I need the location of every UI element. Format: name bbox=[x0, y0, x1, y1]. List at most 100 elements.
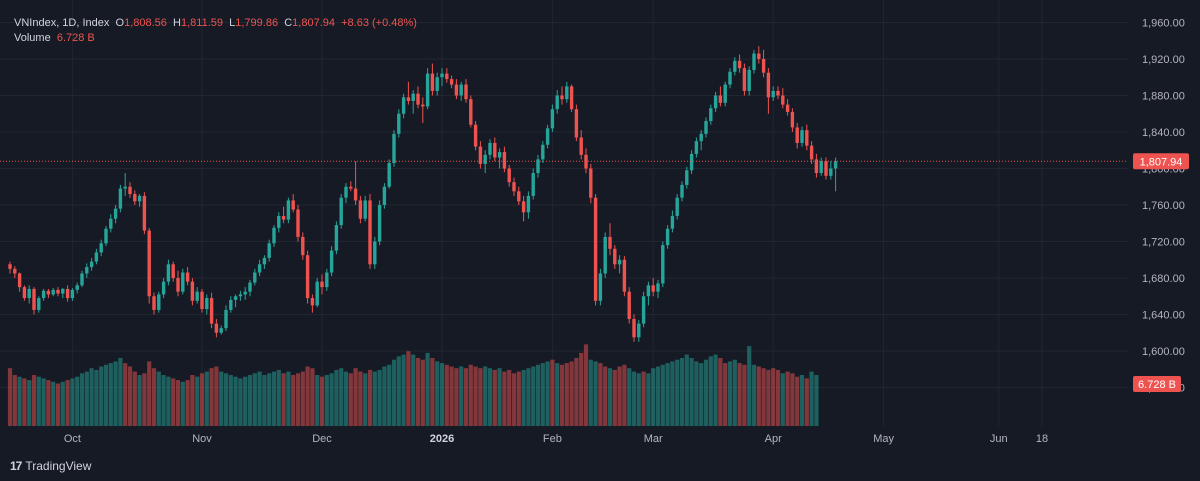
volume-bar bbox=[281, 373, 286, 426]
candle bbox=[507, 168, 511, 183]
volume-bar bbox=[185, 380, 190, 426]
candle bbox=[541, 144, 545, 160]
volume-bar bbox=[209, 368, 214, 426]
volume-bar bbox=[732, 359, 737, 426]
volume-bar bbox=[223, 373, 229, 426]
volume-bar bbox=[775, 369, 781, 426]
candle bbox=[440, 73, 444, 78]
candle bbox=[656, 283, 660, 292]
candle bbox=[118, 188, 123, 209]
volume-bar bbox=[27, 380, 32, 426]
candle bbox=[737, 60, 742, 69]
y-tick-label: 1,680.00 bbox=[1142, 273, 1185, 285]
volume-bar bbox=[449, 366, 454, 426]
volume-bar bbox=[55, 383, 61, 426]
volume-bar bbox=[334, 369, 339, 426]
candle bbox=[670, 215, 675, 229]
volume-bar bbox=[435, 361, 440, 426]
volume-bar bbox=[684, 354, 689, 426]
volume-bar bbox=[36, 376, 41, 426]
high-label: H bbox=[173, 17, 181, 29]
candle bbox=[99, 243, 103, 253]
volume-bar bbox=[7, 368, 13, 426]
candle bbox=[569, 86, 574, 110]
last-price-badge bbox=[1133, 153, 1189, 170]
volume-bar bbox=[219, 371, 224, 426]
volume-bar bbox=[276, 369, 281, 426]
candle bbox=[46, 290, 51, 295]
volume-bar bbox=[89, 368, 94, 426]
volume-bar bbox=[363, 373, 368, 426]
last-volume-badge-text: 6.728 B bbox=[1138, 379, 1176, 391]
candle bbox=[320, 281, 324, 288]
volume-bar bbox=[396, 356, 401, 426]
candle bbox=[94, 252, 99, 262]
volume-bar bbox=[315, 375, 320, 426]
volume-bar bbox=[785, 371, 790, 426]
volume-series bbox=[7, 344, 819, 426]
close-value: 1,807.94 bbox=[292, 17, 335, 29]
volume-bar bbox=[627, 368, 632, 426]
symbol-label[interactable]: VNIndex, 1D, Index bbox=[14, 17, 110, 29]
volume-bar bbox=[545, 361, 550, 426]
volume-bar bbox=[550, 359, 555, 426]
time-axis[interactable]: Oct Nov Dec 2026 Feb Mar Apr May Jun 18 bbox=[64, 433, 1048, 445]
volume-bar bbox=[723, 363, 728, 426]
volume-bar bbox=[262, 375, 267, 426]
volume-bar bbox=[113, 361, 118, 426]
volume-bar bbox=[324, 375, 329, 426]
volume-bar bbox=[171, 378, 176, 426]
candle bbox=[521, 201, 526, 213]
candle bbox=[113, 208, 118, 219]
candle bbox=[137, 195, 142, 202]
volume-bar bbox=[502, 371, 507, 426]
volume-bar bbox=[387, 364, 392, 426]
candle bbox=[531, 173, 535, 196]
volume-bar bbox=[439, 363, 445, 426]
candle bbox=[305, 255, 310, 299]
volume-label[interactable]: Volume bbox=[14, 32, 51, 44]
volume-bar bbox=[295, 373, 301, 426]
candle bbox=[89, 261, 94, 268]
tradingview-logo[interactable]: 17 TradingView bbox=[10, 459, 91, 473]
candle bbox=[200, 291, 204, 310]
candle bbox=[565, 86, 569, 100]
volume-bar bbox=[531, 366, 536, 426]
candle bbox=[109, 218, 113, 229]
y-tick-label: 1,960.00 bbox=[1142, 18, 1185, 30]
volume-bar bbox=[780, 373, 785, 426]
candle bbox=[781, 95, 785, 105]
candle bbox=[824, 161, 828, 176]
volume-bar bbox=[655, 366, 661, 426]
candle bbox=[70, 289, 75, 299]
candle bbox=[267, 243, 271, 258]
volume-bar bbox=[377, 369, 382, 426]
candle bbox=[157, 294, 161, 310]
price-axis[interactable]: 1,960.001,920.001,880.001,840.001,800.00… bbox=[1128, 0, 1200, 481]
volume-bar bbox=[651, 368, 656, 426]
candle bbox=[829, 168, 833, 176]
candle bbox=[382, 186, 387, 205]
low-value: 1,799.86 bbox=[235, 17, 279, 29]
candle bbox=[512, 182, 516, 192]
volume-bar bbox=[46, 380, 51, 426]
volume-bar bbox=[425, 352, 430, 426]
volume-bar bbox=[742, 364, 747, 426]
volume-bar bbox=[646, 373, 651, 426]
volume-bar bbox=[718, 358, 723, 426]
candle bbox=[425, 73, 430, 107]
volume-bar bbox=[617, 366, 622, 426]
candle bbox=[617, 259, 622, 265]
candle bbox=[718, 95, 723, 103]
volume-bar bbox=[492, 369, 497, 426]
volume-bar bbox=[665, 363, 670, 426]
x-tick-label: Apr bbox=[765, 433, 782, 445]
volume-bar bbox=[286, 371, 291, 426]
volume-bar bbox=[703, 359, 709, 426]
volume-bar bbox=[300, 371, 305, 426]
volume-bar bbox=[151, 368, 157, 426]
tradingview-logo-text: TradingView bbox=[25, 459, 92, 473]
candle bbox=[713, 95, 718, 109]
candle bbox=[497, 152, 502, 158]
